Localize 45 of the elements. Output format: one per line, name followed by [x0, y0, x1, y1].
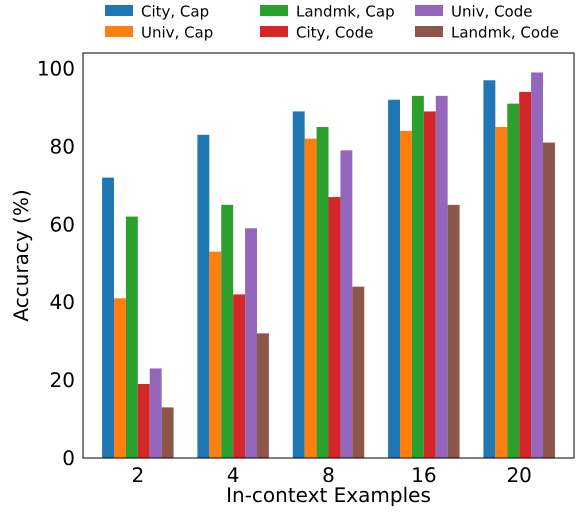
- y-axis-title: Accuracy (%): [9, 189, 33, 322]
- bar: [531, 72, 544, 458]
- y-tick-label: 40: [50, 290, 75, 314]
- bar: [340, 150, 352, 458]
- bar: [197, 134, 210, 458]
- bar: [102, 178, 114, 458]
- bar: [412, 96, 424, 458]
- legend-label: Landmk, Code: [451, 23, 559, 42]
- legend-label: City, Code: [296, 23, 374, 42]
- y-tick-label: 20: [50, 368, 75, 392]
- bar: [328, 197, 340, 458]
- x-tick-label: 20: [506, 463, 532, 487]
- bar: [483, 80, 496, 458]
- bar: [292, 111, 305, 458]
- bar: [316, 126, 328, 458]
- bar: [162, 407, 174, 458]
- bar: [495, 126, 508, 458]
- bar: [138, 384, 150, 458]
- bar: [352, 286, 364, 458]
- bar: [233, 294, 246, 458]
- bar: [304, 138, 317, 458]
- bar: [209, 252, 222, 458]
- bar: [245, 228, 257, 458]
- legend-label: City, Cap: [141, 2, 210, 20]
- bar: [519, 92, 532, 458]
- legend-label: Univ, Cap: [141, 23, 214, 42]
- legend-label: Univ, Code: [451, 2, 532, 20]
- bar: [507, 104, 520, 458]
- bar: [256, 333, 269, 458]
- bar: [126, 216, 138, 458]
- y-tick-label: 60: [50, 212, 75, 236]
- bar: [150, 368, 162, 458]
- bar: [400, 130, 412, 458]
- bar: [424, 111, 436, 458]
- y-tick-label: 0: [62, 446, 75, 470]
- bar: [436, 96, 448, 458]
- legend-label: Landmk, Cap: [296, 2, 395, 20]
- bar: [221, 204, 234, 458]
- bar: [114, 298, 126, 458]
- bar: [543, 142, 555, 458]
- y-tick-label: 80: [50, 134, 75, 158]
- y-tick-label: 100: [36, 56, 75, 81]
- bar: [388, 100, 400, 458]
- bar: [448, 204, 460, 458]
- x-tick-label: 2: [131, 463, 144, 487]
